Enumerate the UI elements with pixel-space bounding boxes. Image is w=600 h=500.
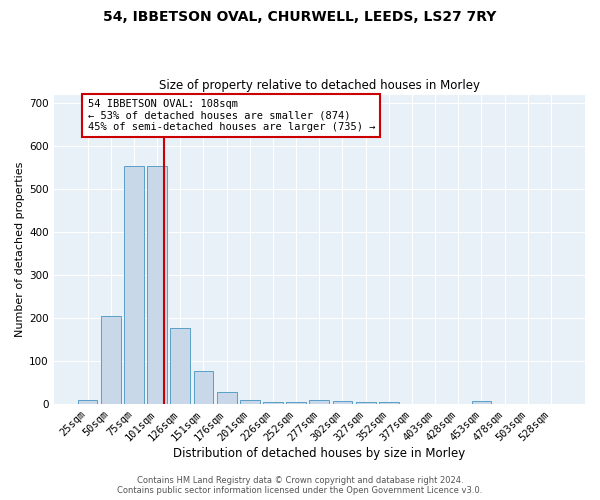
Bar bbox=[286, 402, 306, 404]
Bar bbox=[217, 392, 236, 404]
Bar bbox=[310, 400, 329, 404]
Bar bbox=[148, 166, 167, 404]
Bar bbox=[78, 400, 97, 404]
Text: 54 IBBETSON OVAL: 108sqm
← 53% of detached houses are smaller (874)
45% of semi-: 54 IBBETSON OVAL: 108sqm ← 53% of detach… bbox=[88, 99, 375, 132]
Bar bbox=[170, 328, 190, 404]
Bar bbox=[332, 401, 352, 404]
Bar bbox=[101, 316, 121, 404]
Title: Size of property relative to detached houses in Morley: Size of property relative to detached ho… bbox=[159, 79, 480, 92]
Y-axis label: Number of detached properties: Number of detached properties bbox=[15, 162, 25, 337]
Bar bbox=[194, 371, 214, 404]
X-axis label: Distribution of detached houses by size in Morley: Distribution of detached houses by size … bbox=[173, 447, 466, 460]
Bar bbox=[379, 402, 398, 404]
Bar bbox=[472, 401, 491, 404]
Text: 54, IBBETSON OVAL, CHURWELL, LEEDS, LS27 7RY: 54, IBBETSON OVAL, CHURWELL, LEEDS, LS27… bbox=[103, 10, 497, 24]
Bar bbox=[356, 402, 376, 404]
Text: Contains HM Land Registry data © Crown copyright and database right 2024.
Contai: Contains HM Land Registry data © Crown c… bbox=[118, 476, 482, 495]
Bar bbox=[124, 166, 144, 404]
Bar bbox=[263, 402, 283, 404]
Bar bbox=[240, 400, 260, 404]
